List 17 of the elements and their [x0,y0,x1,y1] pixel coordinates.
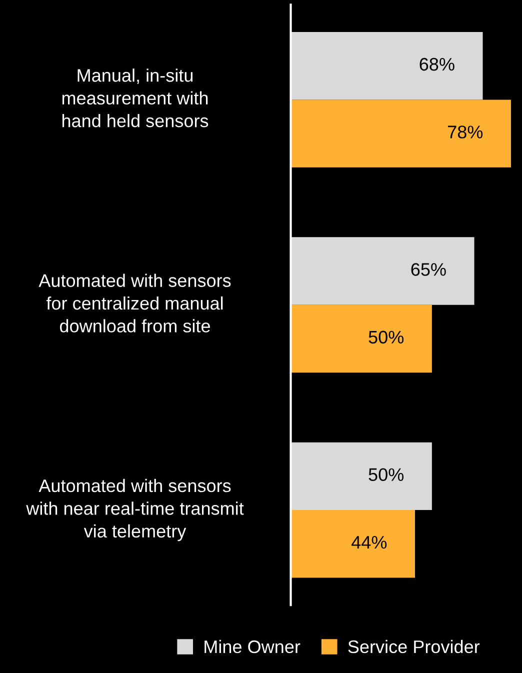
data-label: 65% [411,263,446,276]
data-label: 78% [448,126,483,138]
y-tick-label: Automated with sensors with near real-time transmit via telemetry [26,478,244,542]
legend-label: Service Provider [348,640,480,654]
y-tick-label: Manual, in-situ measurement with hand held sensors [62,68,208,128]
bar [290,32,483,100]
data-label: 50% [368,468,404,482]
bar [290,304,432,373]
bar [290,100,511,168]
bar [290,237,474,305]
bar [290,442,432,510]
data-label: 68% [420,58,454,71]
y-tick-label: Automated with sensors for centralized manual download from site [38,274,231,332]
data-label: 50% [368,330,404,344]
legend-label: Mine Owner [204,640,300,654]
data-label: 44% [352,536,387,549]
bar [290,510,415,578]
